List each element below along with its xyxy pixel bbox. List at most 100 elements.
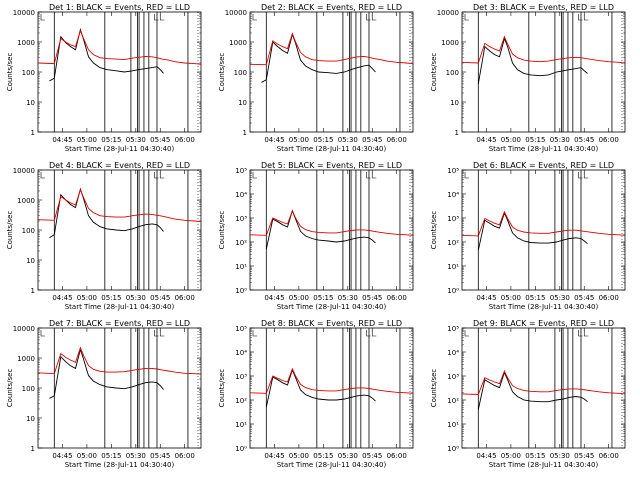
y-tick-label: 1000 [441,39,459,47]
x-axis-label: Start Time (28-Jul-11 04:30:40) [65,303,175,311]
y-tick-label: 1000 [229,39,247,47]
marker-bracket [159,172,165,179]
y-tick-label: 10 [26,99,35,107]
y-tick-label: 1 [243,129,247,137]
y-tick-label: 10¹ [447,263,459,271]
x-tick-label: 05:45 [574,136,594,144]
panel-title: Det 1: BLACK = Events, RED = LLD [49,3,190,12]
x-tick-label: 04:45 [264,452,284,460]
marker-bracket [154,14,159,21]
y-axis-label: Counts/sec [218,369,226,408]
marker-bracket [154,172,159,179]
x-tick-label: 06:00 [175,452,195,460]
marker-bracket [371,14,377,21]
y-tick-label: 10¹ [235,421,247,429]
y-tick-label: 10² [447,397,459,405]
marker-bracket [583,330,589,337]
x-tick-label: 05:45 [150,452,170,460]
marker-bracket [366,172,371,179]
y-tick-label: 1000 [17,197,35,205]
series-line-events [49,187,164,239]
x-tick-label: 05:15 [525,294,545,302]
y-tick-label: 100 [22,69,35,77]
y-tick-label: 10000 [437,9,459,17]
marker-bracket [159,330,165,337]
x-tick-label: 04:45 [52,452,72,460]
series-line-lld [461,35,626,64]
y-tick-label: 10⁰ [235,287,247,295]
panel-det-5: Det 5: BLACK = Events, RED = LLD 10⁰ 10¹ 10… [218,161,414,311]
y-tick-label: 10³ [447,215,459,223]
y-axis-label: Counts/sec [430,211,438,250]
y-tick-label: 10⁰ [447,287,459,295]
x-tick-label: 05:00 [289,136,309,144]
y-tick-label: 1 [31,287,35,295]
marker-bracket [583,14,589,21]
marker-bracket [371,330,377,337]
x-tick-label: 05:30 [550,452,570,460]
panel-title: Det 8: BLACK = Events, RED = LLD [261,319,402,328]
y-tick-label: 1000 [17,39,35,47]
marker-bracket [583,172,589,179]
y-tick-label: 10⁵ [235,167,247,175]
series-line-lld [461,369,626,395]
plot-frame [37,11,202,133]
plot-frame [461,169,626,291]
y-tick-label: 100 [234,69,247,77]
y-tick-label: 100 [22,227,35,235]
x-axis-label: Start Time (28-Jul-11 04:30:40) [65,461,175,469]
panel-title: Det 4: BLACK = Events, RED = LLD [49,161,190,170]
x-tick-label: 05:00 [289,294,309,302]
series-line-events [265,368,376,408]
y-tick-label: 1 [455,129,459,137]
x-axis-label: Start Time (28-Jul-11 04:30:40) [277,461,387,469]
x-tick-label: 05:45 [574,452,594,460]
y-tick-label: 10⁴ [447,349,459,357]
y-tick-label: 10 [26,257,35,265]
plot-frame [249,169,414,291]
marker-bracket [252,14,257,21]
x-axis-label: Start Time (28-Jul-11 04:30:40) [489,303,599,311]
series-line-lld [249,367,414,394]
plot-frame [461,11,626,133]
y-tick-label: 10³ [235,215,247,223]
x-axis-label: Start Time (28-Jul-11 04:30:40) [489,461,599,469]
x-tick-label: 05:30 [338,452,358,460]
x-tick-label: 05:00 [289,452,309,460]
x-tick-label: 05:15 [101,452,121,460]
marker-bracket [578,172,583,179]
y-axis-label: Counts/sec [218,53,226,92]
x-tick-label: 05:00 [501,294,521,302]
x-tick-label: 05:45 [574,294,594,302]
series-line-lld [249,209,414,236]
y-tick-label: 1 [31,129,35,137]
x-tick-label: 05:45 [362,294,382,302]
y-tick-label: 10³ [447,373,459,381]
y-tick-label: 10⁴ [235,349,247,357]
x-tick-label: 06:00 [387,136,407,144]
y-tick-label: 10 [238,99,247,107]
x-tick-label: 05:45 [150,294,170,302]
y-tick-label: 10000 [13,9,35,17]
y-tick-label: 1000 [17,355,35,363]
y-axis-label: Counts/sec [218,211,226,250]
marker-bracket [578,330,583,337]
y-tick-label: 10² [447,239,459,247]
series-line-events [261,32,376,83]
y-tick-label: 100 [446,69,459,77]
panel-title: Det 7: BLACK = Events, RED = LLD [49,319,190,328]
y-tick-label: 10 [26,415,35,423]
panel-det-6: Det 6: BLACK = Events, RED = LLD 10⁰ 10¹ 10… [430,161,626,311]
y-tick-label: 1 [31,445,35,453]
x-tick-label: 06:00 [387,294,407,302]
y-tick-label: 10⁵ [235,325,247,333]
y-tick-label: 10⁵ [447,325,459,333]
x-tick-label: 05:15 [101,136,121,144]
x-tick-label: 05:30 [338,136,358,144]
y-tick-label: 10⁵ [447,167,459,175]
marker-bracket [464,330,469,337]
y-axis-label: Counts/sec [430,369,438,408]
panel-det-2: Det 2: BLACK = Events, RED = LLD 1 10 100 10… [218,3,414,153]
series-line-events [265,209,376,250]
x-tick-label: 05:45 [362,136,382,144]
